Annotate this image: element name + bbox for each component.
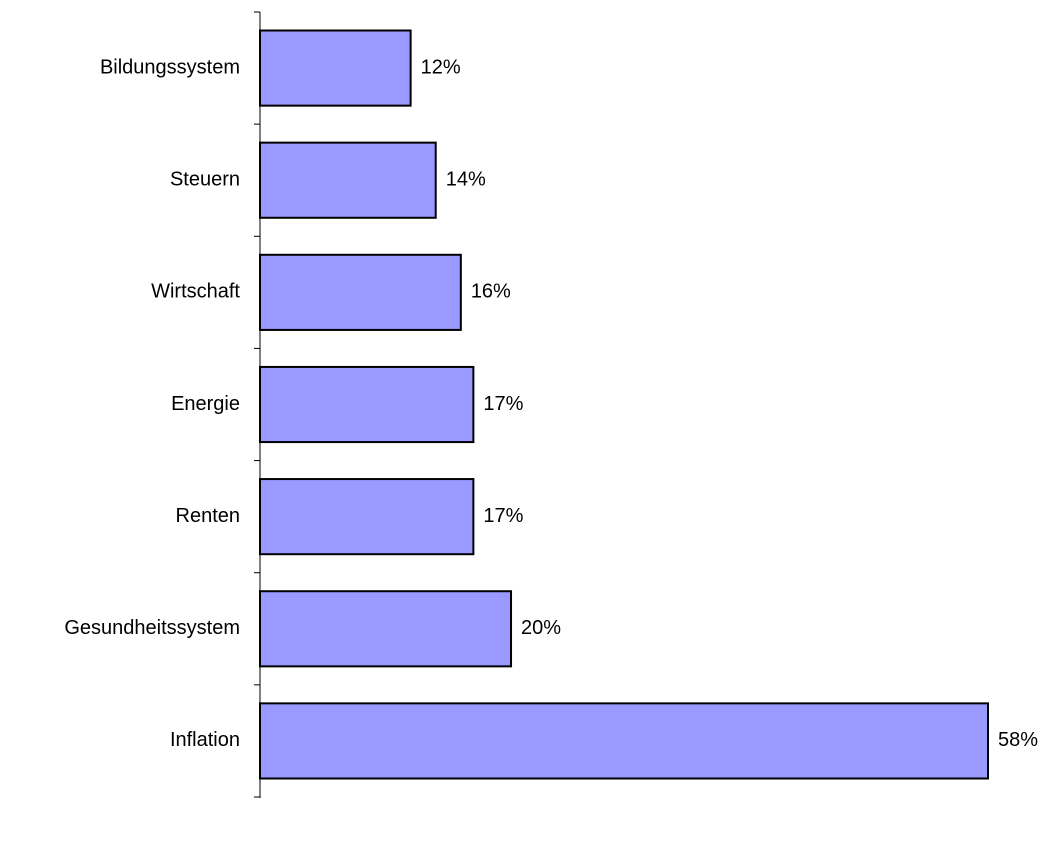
- y-tick-label: Energie: [171, 393, 240, 415]
- value-label: 12%: [421, 56, 461, 78]
- bar: [259, 365, 475, 444]
- bar: [259, 702, 989, 780]
- value-label: 58%: [998, 729, 1038, 751]
- bar: [259, 29, 412, 107]
- bar: [259, 590, 513, 668]
- bar: [259, 253, 462, 331]
- y-tick-label: Bildungssystem: [100, 56, 240, 78]
- bar: [259, 478, 475, 556]
- y-tick-label: Steuern: [170, 168, 240, 190]
- y-tick-label: Wirtschaft: [151, 281, 240, 303]
- y-tick-label: Renten: [176, 505, 241, 527]
- value-label: 17%: [483, 393, 523, 415]
- value-label: 20%: [521, 617, 561, 639]
- value-label: 14%: [446, 168, 486, 190]
- y-tick-label: Inflation: [170, 729, 240, 751]
- value-label: 17%: [483, 505, 523, 527]
- bar: [259, 141, 437, 219]
- y-tick-label: Gesundheitssystem: [64, 617, 240, 639]
- value-label: 16%: [471, 281, 511, 303]
